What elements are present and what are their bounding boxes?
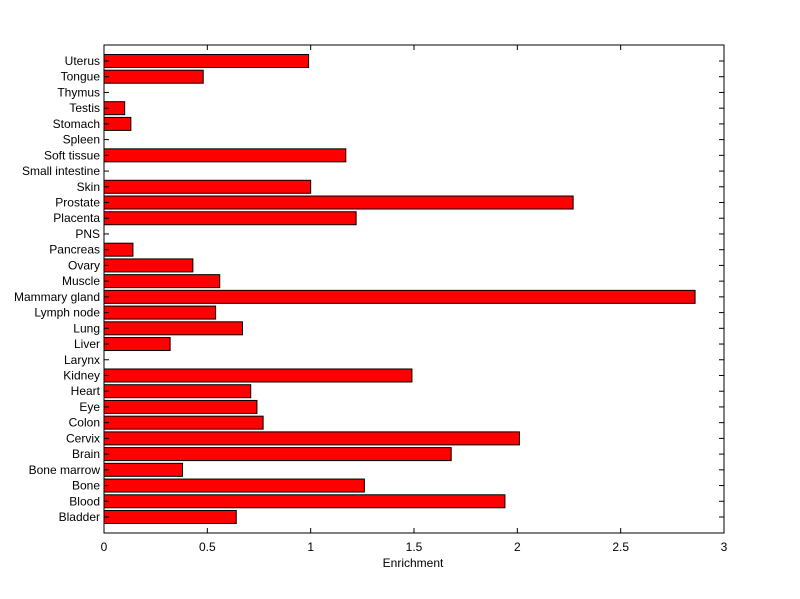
y-tick-label: Lung — [73, 321, 100, 335]
x-tick-label: 0 — [101, 540, 108, 554]
bar-brain — [103, 447, 452, 462]
bar-prostate — [103, 195, 574, 210]
bar-skin — [103, 179, 312, 194]
y-tick-label: Thymus — [57, 85, 100, 99]
bar-liver — [103, 337, 171, 352]
bar-heart — [103, 384, 252, 399]
y-tick-label: Tongue — [61, 70, 101, 84]
bar-cervix — [103, 431, 520, 446]
bars-group — [103, 54, 696, 524]
x-tick-label: 3 — [721, 540, 728, 554]
bar-kidney — [103, 368, 413, 383]
bar-lymph-node — [103, 305, 217, 320]
y-tick-label: Brain — [72, 447, 100, 461]
y-tick-label: Larynx — [64, 353, 100, 367]
x-tick-label: 1.5 — [406, 540, 423, 554]
bar-lung — [103, 321, 243, 336]
y-tick-label: Colon — [69, 416, 100, 430]
y-tick-label: Soft tissue — [44, 148, 100, 162]
y-tick-label: Bone — [72, 479, 100, 493]
y-tick-label: Stomach — [53, 117, 100, 131]
bar-placenta — [103, 211, 357, 226]
bar-colon — [103, 415, 264, 430]
x-tick-label: 1 — [307, 540, 314, 554]
bar-tongue — [103, 69, 204, 84]
bar-ovary — [103, 258, 194, 273]
y-tick-label: Heart — [71, 384, 101, 398]
y-tick-label: Bone marrow — [29, 463, 101, 477]
bar-uterus — [103, 54, 310, 68]
bar-blood — [103, 494, 506, 509]
x-tick-label: 0.5 — [199, 540, 216, 554]
y-tick-label: Liver — [74, 337, 100, 351]
y-tick-label: Ovary — [68, 258, 100, 272]
y-tick-label: PNS — [75, 227, 100, 241]
bar-bone-marrow — [103, 462, 184, 477]
bar-muscle — [103, 274, 221, 289]
x-tick-label: 2 — [514, 540, 521, 554]
y-tick-label: Skin — [77, 180, 100, 194]
y-tick-label: Blood — [69, 494, 100, 508]
y-tick-label: Prostate — [55, 196, 100, 210]
y-tick-label: Bladder — [59, 510, 100, 524]
y-tick-label: Kidney — [63, 368, 100, 382]
y-tick-label: Spleen — [63, 133, 100, 147]
y-tick-label: Testis — [69, 101, 100, 115]
y-tick-label: Small intestine — [22, 164, 100, 178]
x-axis-title: Enrichment — [383, 556, 444, 570]
bar-soft-tissue — [103, 148, 347, 163]
x-axis-ticks: 0 0.5 1 1.5 2 2.5 3 — [101, 45, 728, 554]
bar-eye — [103, 399, 258, 414]
y-tick-label: Placenta — [53, 211, 100, 225]
y-tick-label: Uterus — [65, 54, 100, 68]
y-tick-label: Lymph node — [34, 306, 100, 320]
bar-bone — [103, 478, 365, 493]
bar-mammary-gland — [103, 289, 696, 304]
y-tick-label: Cervix — [66, 431, 100, 445]
bar-bladder — [103, 510, 237, 524]
y-tick-label: Muscle — [62, 274, 100, 288]
y-tick-label: Mammary gland — [14, 290, 100, 304]
y-tick-label: Eye — [79, 400, 100, 414]
x-tick-label: 2.5 — [612, 540, 629, 554]
y-tick-label: Pancreas — [49, 243, 100, 257]
